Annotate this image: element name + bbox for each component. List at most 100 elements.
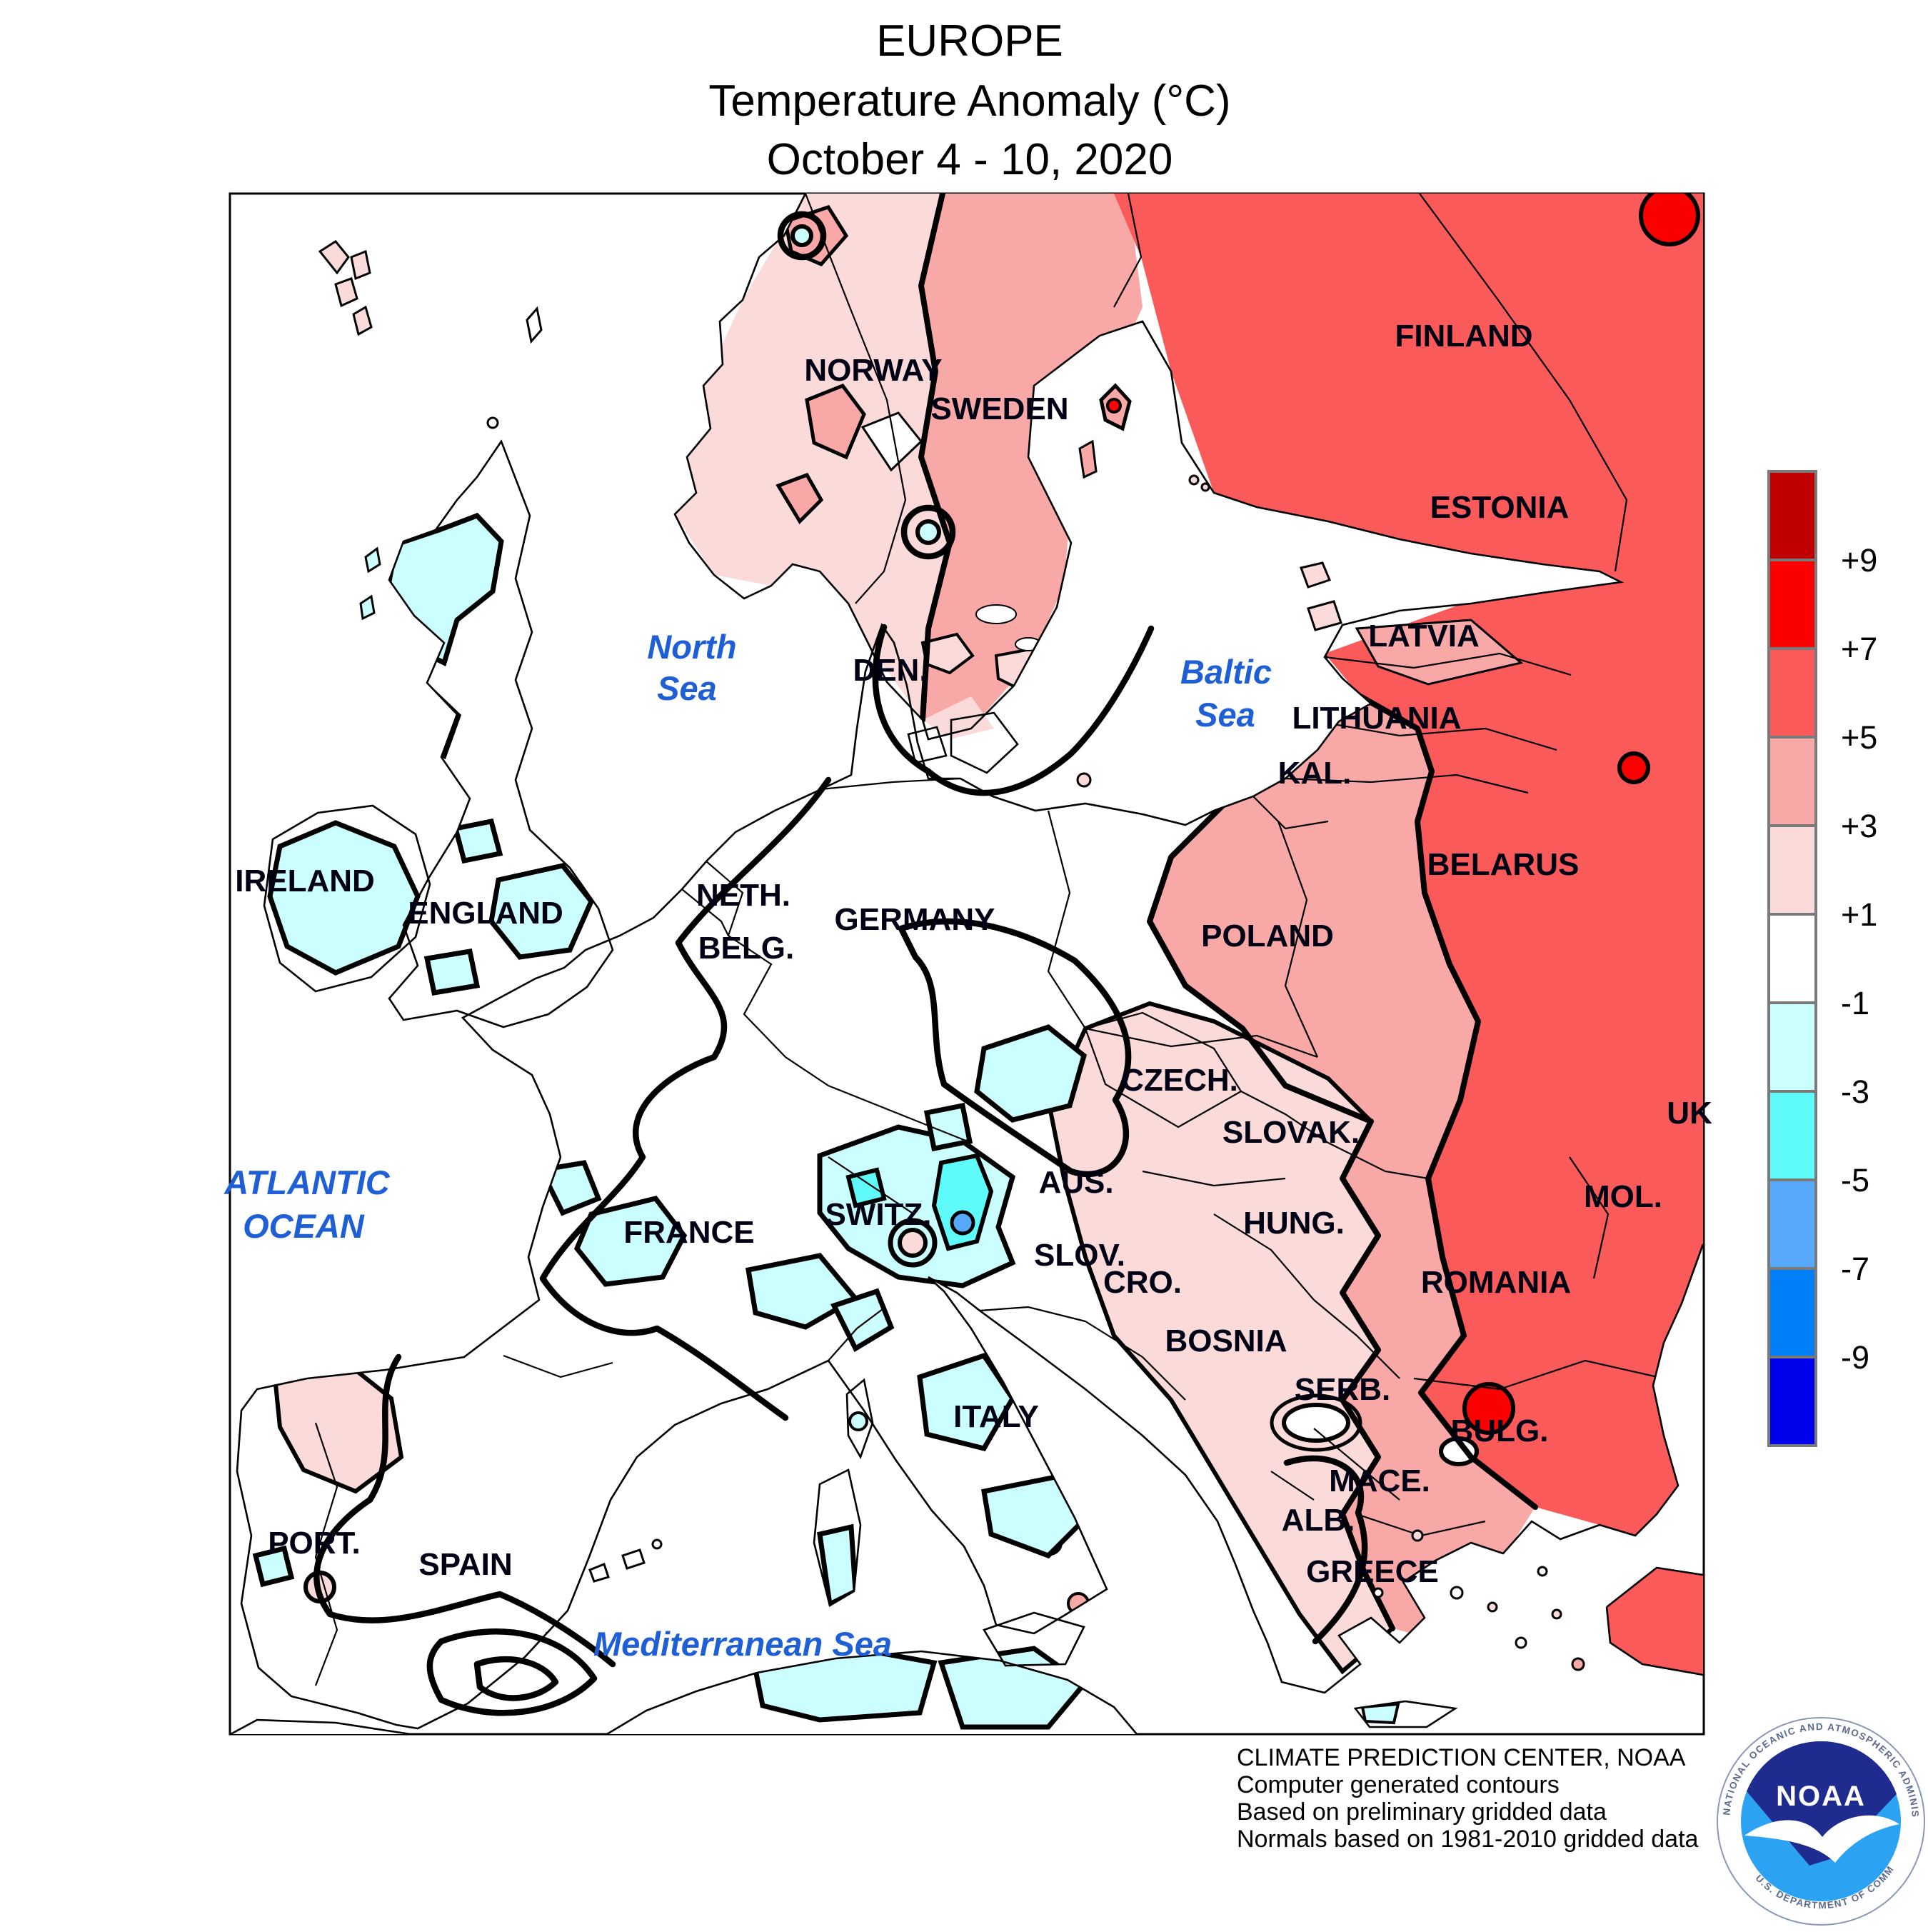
label-belgium: BELG. <box>698 931 794 966</box>
sea-labels: North Sea Baltic Sea ATLANTIC OCEAN Medi… <box>224 628 1272 1663</box>
legend-tick: -7 <box>1841 1251 1869 1287</box>
legend-tick: -9 <box>1841 1339 1869 1376</box>
label-bosnia: BOSNIA <box>1165 1323 1287 1358</box>
anomaly-patch-alps-core <box>931 1153 994 1251</box>
legend-tick: +5 <box>1841 719 1877 756</box>
anomaly-spot-hot <box>1639 194 1700 246</box>
island-hiiumaa <box>1307 600 1342 631</box>
anomaly-patch <box>252 1545 295 1588</box>
title-line-2: Temperature Anomaly (°C) <box>708 76 1230 126</box>
contour-ring <box>900 504 956 560</box>
island-hebrides <box>359 594 376 621</box>
label-italy: ITALY <box>953 1399 1039 1434</box>
contour-ring <box>888 1218 938 1268</box>
noaa-logo-acronym: NOAA <box>1776 1781 1866 1812</box>
island-hebrides <box>364 546 381 574</box>
contour-plus5 <box>1357 694 1538 1510</box>
anomaly-patch <box>775 472 824 525</box>
country-labels: NORWAY SWEDEN FINLAND ESTONIA LATVIA LIT… <box>235 319 1712 1589</box>
island-orkney <box>486 416 499 429</box>
footer-line-3: Based on preliminary gridded data <box>1237 1798 1607 1826</box>
label-serbia: SERB. <box>1295 1372 1390 1407</box>
noaa-logo-seagull-icon <box>1744 1815 1899 1863</box>
coastline-morocco <box>231 1720 411 1734</box>
contour-line <box>1283 1455 1368 1645</box>
label-albania: ALB. <box>1282 1503 1355 1538</box>
label-ukraine: UK <box>1667 1096 1712 1131</box>
label-latvia: LATVIA <box>1368 619 1480 654</box>
label-ireland: IRELAND <box>235 864 375 899</box>
contour-ring <box>915 519 941 545</box>
anomaly-patch <box>745 1253 860 1330</box>
legend-tick: -3 <box>1841 1073 1869 1110</box>
legend-swatch-2 <box>1767 647 1817 739</box>
anomaly-patch <box>898 1228 928 1258</box>
contour-line <box>872 624 1155 796</box>
label-finland: FINLAND <box>1395 319 1532 354</box>
contour-line <box>473 1656 559 1701</box>
contour-plus1 <box>1147 654 1395 1631</box>
label-atlantic-2: OCEAN <box>243 1207 365 1245</box>
label-north-sea-2: Sea <box>657 669 717 707</box>
island-aegean <box>1450 1586 1464 1600</box>
contour-ring <box>1270 1393 1362 1452</box>
legend-tick-labels: +9 +7 +5 +3 +1 -1 -3 -5 -7 -9 <box>1841 542 1877 1376</box>
island-aegean <box>1411 1529 1424 1542</box>
island-faroe <box>350 249 371 281</box>
legend-swatch-7 <box>1767 1090 1817 1181</box>
label-poland: POLAND <box>1201 919 1334 954</box>
legend-colorbar: +9 +7 +5 +3 +1 -1 -3 -5 -7 -9 <box>1767 470 1877 1447</box>
anomaly-patch-estonia-pink <box>1355 619 1524 686</box>
legend-tick: +3 <box>1841 808 1877 844</box>
lake <box>975 604 1017 624</box>
label-north-sea-1: North <box>647 628 736 666</box>
footer-line-1: CLIMATE PREDICTION CENTER, NOAA <box>1237 1744 1686 1771</box>
label-atlantic-1: ATLANTIC <box>224 1163 391 1201</box>
label-france: FRANCE <box>623 1215 754 1250</box>
legend-swatch-0 <box>1767 470 1817 561</box>
label-macedonia: MACE. <box>1329 1463 1430 1498</box>
anomaly-spot-hot <box>1617 751 1650 784</box>
legend-swatch-5 <box>1767 913 1817 1004</box>
anomaly-patch-england-cyan <box>488 863 595 960</box>
anomaly-patch-italy-cyan <box>917 1352 1016 1452</box>
legend-tick: +7 <box>1841 631 1877 667</box>
contour-line <box>313 1353 616 1668</box>
contour-line <box>539 776 832 1421</box>
island-bornholm <box>1076 772 1092 788</box>
anomaly-spot-cool <box>1282 1403 1350 1443</box>
footer-line-2: Computer generated contours <box>1237 1771 1560 1798</box>
anomaly-fills <box>252 194 1703 1730</box>
small-islands <box>318 240 1585 1671</box>
label-england: ENGLAND <box>408 896 563 931</box>
island-shetland <box>526 306 543 344</box>
label-slovenia: SLOV. <box>1034 1238 1125 1273</box>
legend-swatch-1 <box>1767 559 1817 650</box>
title-line-1: EUROPE <box>876 16 1063 66</box>
legend-tick: -1 <box>1841 985 1869 1021</box>
island-aegean <box>1372 1587 1384 1598</box>
legend-tick: +1 <box>1841 896 1877 933</box>
island-aegean <box>1537 1566 1548 1577</box>
island-balearic <box>621 1548 646 1570</box>
thick-contours-clipped <box>918 194 1538 1631</box>
anomaly-patch-ireland-cyan <box>267 820 421 976</box>
anomaly-patch <box>845 1167 887 1208</box>
label-slovakia: SLOVAK. <box>1222 1115 1360 1150</box>
label-switzerland: SWITZ. <box>825 1197 931 1232</box>
label-norway: NORWAY <box>804 353 942 388</box>
label-czech: CZECH. <box>1121 1063 1238 1098</box>
label-portugal: PORT. <box>268 1526 361 1561</box>
contour-ring <box>777 211 827 261</box>
island-saaremaa <box>1300 561 1332 589</box>
label-sweden: SWEDEN <box>930 391 1068 426</box>
anomaly-spot-hot <box>1106 398 1122 414</box>
label-moldova: MOL. <box>1584 1179 1662 1214</box>
label-germany: GERMANY <box>835 902 995 937</box>
island-aegean <box>1551 1608 1562 1620</box>
anomaly-patch <box>1360 1702 1400 1725</box>
anomaly-patch <box>848 1411 868 1431</box>
contour-ring <box>790 224 813 247</box>
